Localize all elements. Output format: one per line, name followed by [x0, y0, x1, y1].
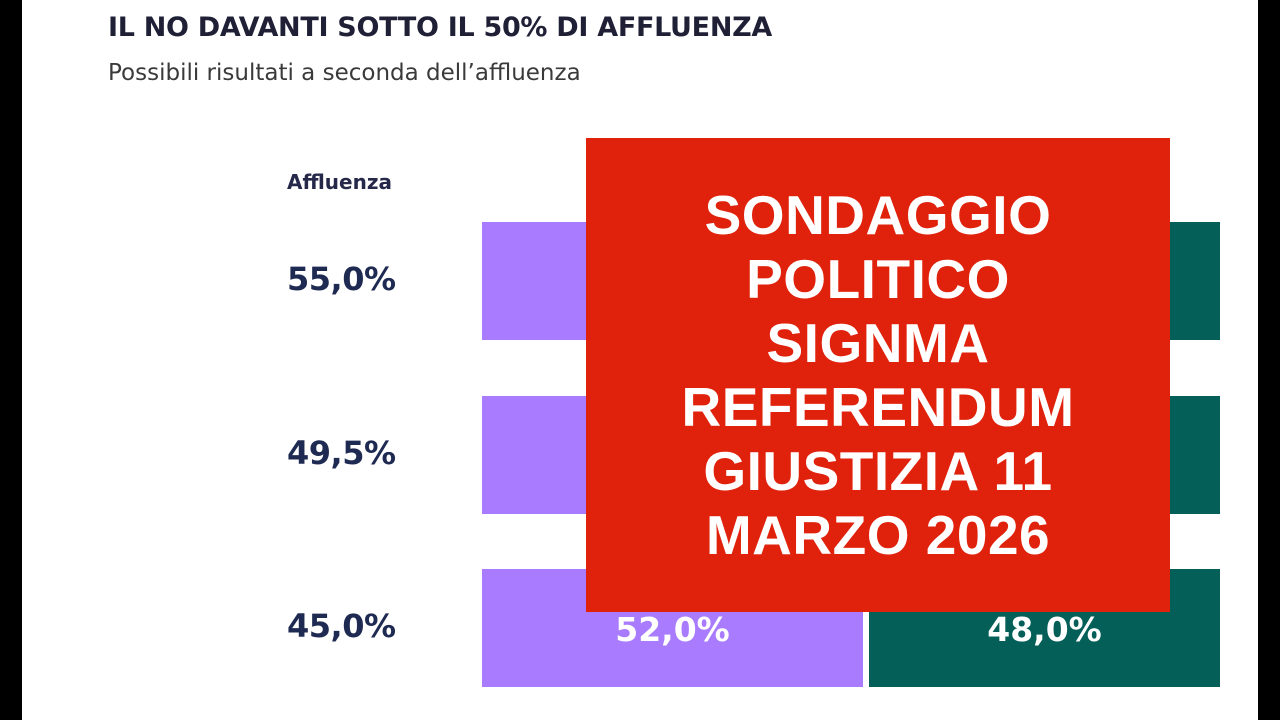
chart-subtitle: Possibili risultati a seconda dell’afflu… — [108, 60, 581, 86]
bar-segment: 52,0% — [482, 569, 863, 687]
bar-value-label: 48,0% — [987, 609, 1102, 649]
row-label: 49,5% — [287, 434, 396, 472]
row-axis-header: Affluenza — [287, 170, 392, 194]
bar-value-label: 52,0% — [615, 609, 730, 649]
headline-banner: SONDAGGIO POLITICO SIGNMA REFERENDUM GIU… — [586, 138, 1170, 612]
chart-title: IL NO DAVANTI SOTTO IL 50% DI AFFLUENZA — [108, 12, 772, 43]
row-label: 55,0% — [287, 260, 396, 298]
headline-text: SONDAGGIO POLITICO SIGNMA REFERENDUM GIU… — [681, 184, 1075, 566]
row-label: 45,0% — [287, 607, 396, 645]
